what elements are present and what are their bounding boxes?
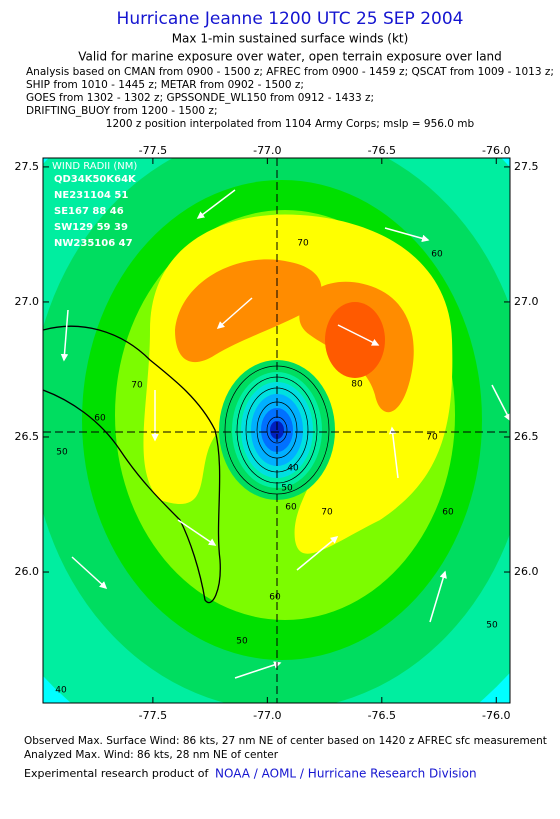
valid-note: Valid for marine exposure over water, op… — [78, 50, 502, 64]
wind-field: 70 60 60 70 50 80 70 60 70 60 50 40 60 50 50 40 — [43, 158, 510, 703]
contour-label: 60 — [285, 503, 297, 513]
wind-radii-line: NW235106 47 — [54, 238, 133, 249]
y-tick-label: 26.0 — [15, 565, 40, 578]
wind-arrow — [384, 227, 430, 242]
wind-radii-line: SE167 88 46 — [54, 206, 124, 217]
x-tick-label: -77.0 — [253, 144, 281, 157]
org[interactable]: NOAA / AOML / Hurricane Research Divisio… — [215, 767, 477, 781]
y-tick-label: 26.0 — [514, 565, 539, 578]
x-tick-label: -77.5 — [139, 144, 167, 157]
position-note: 1200 z position interpolated from 1104 A… — [106, 118, 475, 130]
contour-label: 70 — [321, 508, 333, 518]
wind-arrow — [388, 426, 399, 479]
wind-radii-line: QD34K50K64K — [54, 174, 137, 185]
contour-label: 70 — [426, 433, 438, 443]
y-tick-label: 26.5 — [514, 430, 539, 443]
y-tick-label: 27.5 — [15, 160, 40, 173]
wind-radii-line: SW129 59 39 — [54, 222, 128, 233]
analyzed-note: Analyzed Max. Wind: 86 kts, 28 nm NE of … — [24, 749, 279, 761]
analysis-line: SHIP from 1010 - 1445 z; METAR from 0902… — [26, 79, 304, 91]
contour-label: 70 — [131, 381, 143, 391]
contour-label: 40 — [287, 464, 299, 474]
contour-label: 40 — [55, 686, 67, 696]
credit: Experimental research product of — [24, 767, 209, 780]
wind-arrow — [491, 384, 510, 422]
y-tick-label: 26.5 — [15, 430, 40, 443]
contour-label: 60 — [442, 508, 454, 518]
title: Hurricane Jeanne 1200 UTC 25 SEP 2004 — [117, 9, 464, 29]
wind-arrow — [296, 536, 339, 571]
contour-label: 60 — [94, 414, 106, 424]
wind-arrow — [216, 297, 253, 329]
x-tick-label: -76.0 — [482, 144, 510, 157]
x-tick-label: -76.5 — [368, 144, 396, 157]
wind-arrow — [234, 661, 282, 679]
contour-label: 60 — [269, 593, 281, 603]
contour-label: 50 — [281, 484, 293, 494]
y-tick-label: 27.0 — [15, 295, 40, 308]
x-tick-label: -77.5 — [139, 709, 167, 722]
wind-arrow — [337, 324, 380, 346]
wind-arrow — [60, 309, 69, 362]
analysis-line: Analysis based on CMAN from 0900 - 1500 … — [26, 66, 554, 78]
x-tick-label: -76.0 — [482, 709, 510, 722]
wind-radii-title: WIND RADII (NM) — [52, 161, 137, 172]
contour-label: 50 — [486, 621, 498, 631]
wind-arrow — [177, 519, 217, 546]
analysis-line: DRIFTING_BUOY from 1200 - 1500 z; — [26, 105, 217, 117]
wind-radii-line: NE231104 51 — [54, 190, 128, 201]
x-tick-label: -77.0 — [253, 709, 281, 722]
contour-label: 50 — [56, 448, 68, 458]
analysis-line: GOES from 1302 - 1302 z; GPSSONDE_WL150 … — [26, 92, 374, 104]
observed-note: Observed Max. Surface Wind: 86 kts, 27 n… — [24, 735, 547, 747]
x-tick-label: -76.5 — [368, 709, 396, 722]
contour-label: 60 — [431, 250, 443, 260]
contour-label: 80 — [351, 380, 363, 390]
contour-label: 70 — [297, 239, 309, 249]
contour-label: 50 — [236, 637, 248, 647]
wind-arrow — [71, 556, 108, 590]
wind-arrow — [196, 189, 236, 219]
y-tick-label: 27.5 — [514, 160, 539, 173]
wind-arrow — [429, 570, 447, 623]
y-tick-label: 27.0 — [514, 295, 539, 308]
plot-frame — [42, 157, 511, 704]
subtitle: Max 1-min sustained surface winds (kt) — [172, 32, 409, 46]
